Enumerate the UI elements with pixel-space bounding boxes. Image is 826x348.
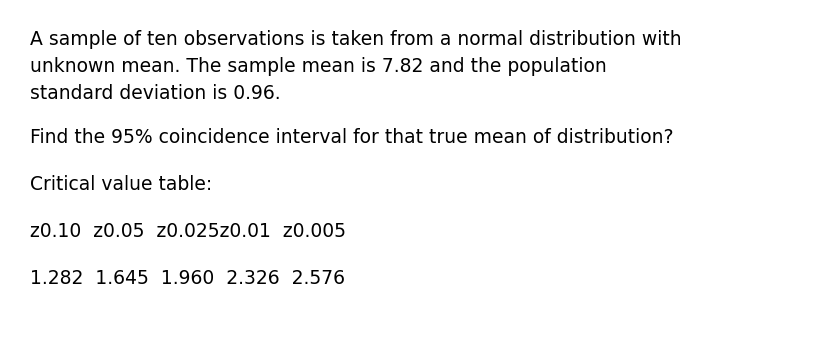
Text: Critical value table:: Critical value table: [30, 175, 212, 194]
Text: standard deviation is 0.96.: standard deviation is 0.96. [30, 84, 281, 103]
Text: unknown mean. The sample mean is 7.82 and the population: unknown mean. The sample mean is 7.82 an… [30, 57, 607, 76]
Text: A sample of ten observations is taken from a normal distribution with: A sample of ten observations is taken fr… [30, 30, 681, 49]
Text: Find the 95% coincidence interval for that true mean of distribution?: Find the 95% coincidence interval for th… [30, 128, 673, 147]
Text: z0.10  z0.05  z0.025z0.01  z0.005: z0.10 z0.05 z0.025z0.01 z0.005 [30, 222, 346, 241]
Text: 1.282  1.645  1.960  2.326  2.576: 1.282 1.645 1.960 2.326 2.576 [30, 269, 345, 288]
